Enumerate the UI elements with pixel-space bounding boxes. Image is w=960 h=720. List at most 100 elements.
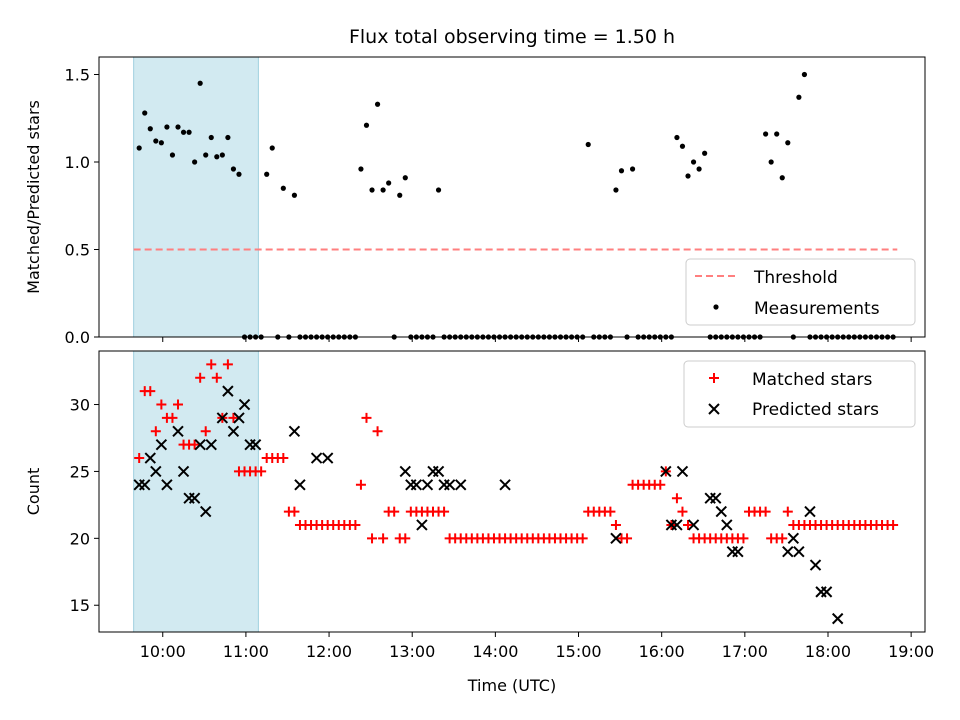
predicted-star-point: [416, 519, 428, 531]
matched-star-point: [378, 533, 389, 544]
predicted-star-point: [499, 479, 511, 491]
measurement-point: [380, 187, 386, 193]
predicted-star-point: [687, 519, 700, 531]
series-predicted-stars: [133, 385, 844, 625]
measurement-point: [801, 71, 808, 78]
x-tick-label: 12:00: [306, 642, 352, 661]
predicted-star-point: [809, 559, 822, 571]
matched-star-point: [350, 519, 361, 530]
measurement-point: [264, 171, 270, 177]
matched-star-point: [145, 386, 156, 397]
top-panel: 0.0 0.5 1.0 1.5 Matched/Predicted stars Thres…: [24, 56, 926, 347]
matched-star-point: [677, 506, 688, 517]
measurement-point: [369, 187, 375, 193]
predicted-star-point: [222, 385, 234, 397]
measurement-point: [219, 152, 225, 158]
measurement-point: [613, 187, 619, 193]
y-tick-label: 20: [70, 529, 90, 548]
predicted-star-point: [715, 505, 727, 518]
measurement-point: [774, 131, 780, 137]
matched-star-point: [372, 426, 383, 437]
measurement-point: [402, 175, 408, 181]
matched-star-point: [222, 359, 233, 370]
matched-star-point: [228, 412, 239, 423]
measurement-point: [175, 124, 181, 130]
matched-star-point: [400, 533, 411, 544]
measurement-point: [269, 145, 275, 151]
chart-title: Flux total observing time = 1.50 h: [349, 26, 675, 48]
matched-star-point: [777, 533, 788, 544]
x-tick-label: 18:00: [805, 642, 851, 661]
predicted-star-point: [721, 519, 733, 531]
y-tick-label: 1.5: [65, 66, 90, 85]
y-axis-label: Matched/Predicted stars: [24, 100, 43, 294]
predicted-star-point: [188, 492, 201, 504]
predicted-star-point: [238, 398, 251, 411]
legend-bottom: Matched stars Predicted stars: [683, 360, 916, 428]
matched-star-point: [256, 466, 267, 477]
predicted-star-point: [421, 479, 434, 491]
measurement-point: [203, 152, 209, 158]
measurement-point: [280, 185, 286, 191]
y-tick-label: 1.0: [65, 153, 90, 172]
measurement-point: [796, 94, 802, 100]
y-tick-label: 0.0: [65, 328, 90, 347]
measurement-point: [674, 134, 680, 141]
y-tick-label: 25: [70, 462, 90, 481]
x-tick-label: 13:00: [389, 642, 435, 661]
predicted-star-point: [676, 465, 689, 478]
axes-frame: [98, 56, 926, 338]
measurement-point: [236, 171, 242, 177]
matched-star-point: [738, 533, 749, 544]
predicted-star-point: [227, 425, 240, 437]
matched-star-point: [206, 359, 217, 370]
measurement-point: [192, 159, 198, 165]
predicted-star-point: [831, 612, 844, 625]
measurement-point: [169, 152, 176, 158]
legend-matched-swatch: [709, 373, 719, 383]
measurement-point: [186, 129, 192, 135]
matched-star-point: [888, 519, 899, 530]
measurement-point: [363, 122, 370, 128]
predicted-star-point: [660, 465, 672, 478]
measurement-point: [197, 80, 203, 86]
matched-star-point: [577, 533, 588, 544]
measurement-point: [208, 134, 214, 141]
x-axis-label: Time (UTC): [467, 676, 556, 695]
predicted-star-point: [194, 438, 206, 451]
measurement-point: [435, 187, 442, 193]
matched-star-point: [655, 479, 666, 490]
matched-star-point: [361, 412, 372, 423]
matched-star-point: [150, 426, 161, 437]
measurement-point: [702, 150, 708, 156]
matched-star-point: [439, 506, 450, 517]
predicted-star-point: [216, 412, 229, 424]
matched-star-point: [622, 533, 633, 544]
predicted-star-point: [310, 452, 323, 464]
measurement-point: [136, 145, 142, 151]
matched-star-point: [367, 533, 378, 544]
predicted-star-point: [177, 465, 190, 478]
matched-star-point: [605, 506, 616, 517]
measurement-point: [225, 134, 231, 141]
series-matched-stars: [134, 359, 899, 544]
predicted-star-point: [321, 452, 334, 464]
x-tick-label: 10:00: [140, 642, 186, 661]
matched-star-point: [200, 426, 211, 437]
legend-box: [685, 258, 916, 326]
matched-star-point: [156, 399, 167, 410]
measurement-point: [230, 166, 237, 172]
measurement-point: [214, 154, 220, 160]
measurement-point: [164, 124, 170, 130]
measurement-point: [696, 166, 702, 172]
legend-threshold-label: Threshold: [753, 268, 838, 288]
observing-span-shade: [133, 56, 259, 338]
predicted-star-point: [249, 438, 262, 451]
measurement-point: [629, 166, 636, 172]
predicted-star-point: [144, 452, 156, 464]
predicted-star-point: [161, 479, 173, 491]
matched-star-point: [167, 412, 178, 423]
x-tick-label: 14:00: [472, 642, 518, 661]
predicted-star-point: [233, 412, 245, 424]
matched-star-point: [683, 519, 694, 530]
